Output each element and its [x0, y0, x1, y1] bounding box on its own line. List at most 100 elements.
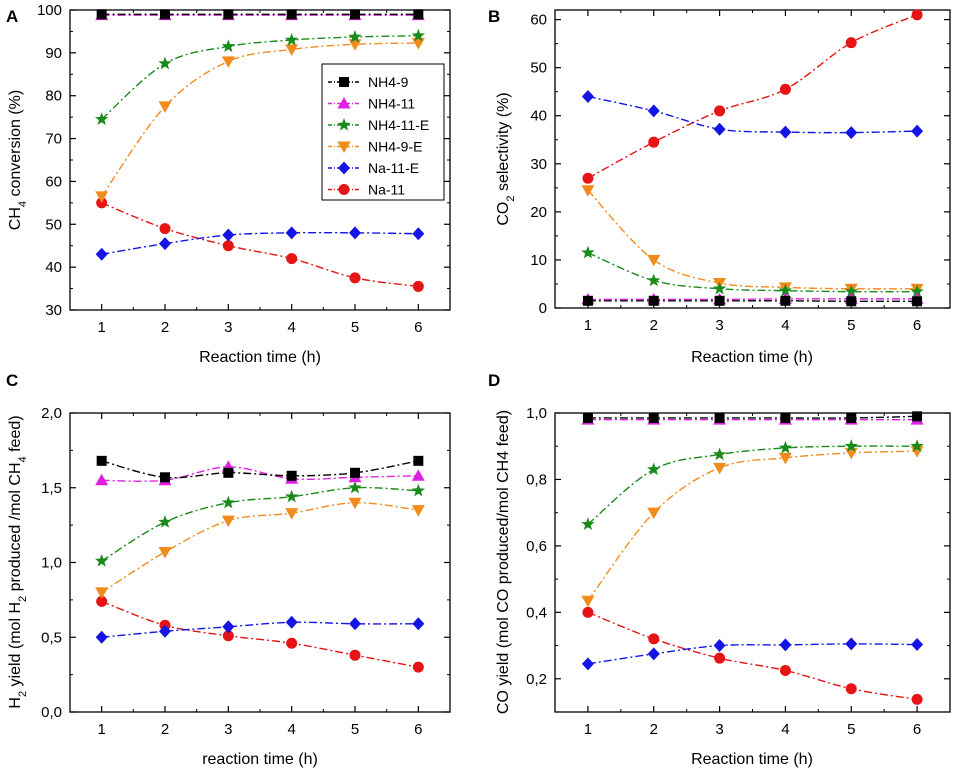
data-point-nh4-11-e [348, 480, 362, 494]
data-point-nh4-9 [780, 412, 791, 423]
data-point-na-11 [582, 606, 594, 618]
data-point-na-11-e [412, 227, 425, 241]
x-tick-label: 4 [781, 721, 789, 738]
series-line-na-11-e [587, 95, 918, 134]
data-point-na-11-e [845, 126, 858, 140]
y-tick-label: 60 [530, 12, 547, 29]
x-tick-label: 2 [650, 721, 658, 738]
legend: NH4-9 NH4-11 NH4-11-E NH4-9-E Na-11-E Na-11 [321, 63, 445, 201]
series-nh4-9 [96, 9, 424, 20]
data-point-nh4-9 [413, 9, 424, 20]
series-nh4-11-e [581, 245, 924, 298]
data-point-na-11-e [779, 125, 792, 139]
x-tick-label: 6 [414, 319, 422, 336]
x-tick-label: 1 [97, 721, 105, 738]
series-nh4-9 [96, 455, 424, 483]
series-line-nh4-9 [101, 460, 419, 479]
series-nh4-9-e [581, 185, 924, 296]
data-point-nh4-11-e [285, 489, 299, 503]
y-axis-title: CH4 conversion (%) [7, 90, 29, 230]
y-tick-label: 0,8 [526, 471, 547, 488]
series-line-nh4-9-e [587, 189, 918, 290]
data-point-nh4-11-e [95, 554, 109, 567]
data-point-nh4-9 [912, 296, 923, 307]
x-tick-label: 6 [913, 721, 921, 738]
x-tick-label: 2 [161, 319, 169, 336]
data-point-nh4-9 [714, 295, 725, 306]
data-point-nh4-9-e [647, 254, 661, 267]
x-tick-label: 4 [781, 317, 789, 334]
legend-label-nh4-11-e: NH4-11-E [368, 117, 429, 133]
series-line-nh4-11-e [101, 486, 419, 562]
data-point-na-11 [648, 136, 660, 148]
data-point-nh4-9 [648, 295, 659, 306]
y-axis-title: H2 yield (mol H2 produced /mol CH4 feed) [7, 415, 29, 708]
series-nh4-9 [582, 295, 923, 307]
data-point-na-11 [286, 253, 298, 265]
data-point-na-11 [222, 630, 234, 642]
data-point-na-11-e [95, 247, 108, 261]
series-nh4-9 [582, 411, 923, 423]
data-point-na-11 [349, 272, 361, 284]
data-point-nh4-11-e [844, 284, 858, 298]
data-point-nh4-11 [95, 473, 109, 486]
series-nh4-11 [581, 292, 924, 305]
data-point-nh4-9 [96, 9, 107, 20]
series-na-11-e [581, 637, 924, 671]
data-point-na-11 [714, 105, 726, 117]
data-point-nh4-9 [350, 467, 360, 478]
data-point-nh4-11-e [158, 56, 172, 70]
data-point-nh4-11-e [95, 112, 109, 125]
plot-frame [69, 412, 451, 713]
series-line-nh4-9-e [587, 450, 918, 602]
panel-letter: C [6, 371, 18, 390]
legend-label-na-11: Na-11 [368, 182, 405, 198]
data-point-nh4-11-e [778, 440, 793, 454]
x-tick-label: 3 [224, 319, 232, 336]
y-axis-title: CO yield (mol CO produced/mol CH4 feed) [495, 410, 512, 714]
data-point-nh4-9-e [348, 39, 362, 51]
data-point-nh4-11-e [581, 245, 595, 259]
data-point-nh4-11-e [647, 273, 661, 287]
series-line-na-11 [587, 611, 918, 701]
data-point-nh4-11-e [158, 515, 172, 528]
series-na-11-e [95, 615, 425, 644]
data-point-nh4-9-e [844, 447, 858, 460]
series-nh4-9-e [95, 497, 425, 599]
data-point-na-11-e [285, 226, 298, 240]
x-axis-title: Reaction time (h) [199, 349, 321, 366]
panel-letter: A [6, 7, 18, 26]
panel-a: A 1 2 3 4 5 6 30 40 50 60 70 80 90 100 Reaction time (h… [6, 2, 451, 366]
data-point-nh4-11-e [221, 39, 235, 53]
data-point-nh4-9-e [221, 56, 235, 68]
data-point-na-11 [349, 649, 361, 661]
data-point-nh4-9 [846, 296, 857, 307]
data-point-nh4-9-e [285, 44, 299, 56]
data-point-na-11 [779, 83, 791, 95]
data-point-nh4-11-e [581, 517, 595, 530]
x-tick-label: 3 [715, 721, 723, 738]
y-tick-label: 30 [530, 156, 547, 173]
data-point-na-11-e [222, 228, 235, 242]
y-tick-label: 30 [45, 302, 62, 319]
y-axis-title: CO2 selectivity (%) [495, 92, 517, 225]
data-point-nh4-9 [582, 412, 593, 423]
x-tick-label: 1 [584, 317, 592, 334]
legend-marker-nh4-11-e [337, 118, 351, 131]
data-point-na-11 [714, 652, 726, 664]
data-point-nh4-9-e [95, 587, 109, 599]
data-point-na-11 [286, 637, 298, 649]
y-tick-label: 1,0 [526, 405, 547, 422]
series-na-11-e [95, 226, 425, 261]
data-point-nh4-9 [413, 455, 424, 466]
series-line-nh4-9 [587, 415, 918, 419]
data-point-na-11-e [845, 637, 858, 651]
legend-marker-na-11 [338, 184, 350, 195]
x-tick-label: 2 [161, 721, 169, 738]
series-na-11 [582, 606, 923, 705]
data-point-nh4-9-e [647, 507, 661, 520]
data-point-nh4-9 [714, 412, 725, 423]
data-point-nh4-11-e [221, 495, 235, 509]
data-point-nh4-11-e [910, 439, 924, 452]
y-tick-label: 1,5 [41, 480, 62, 497]
